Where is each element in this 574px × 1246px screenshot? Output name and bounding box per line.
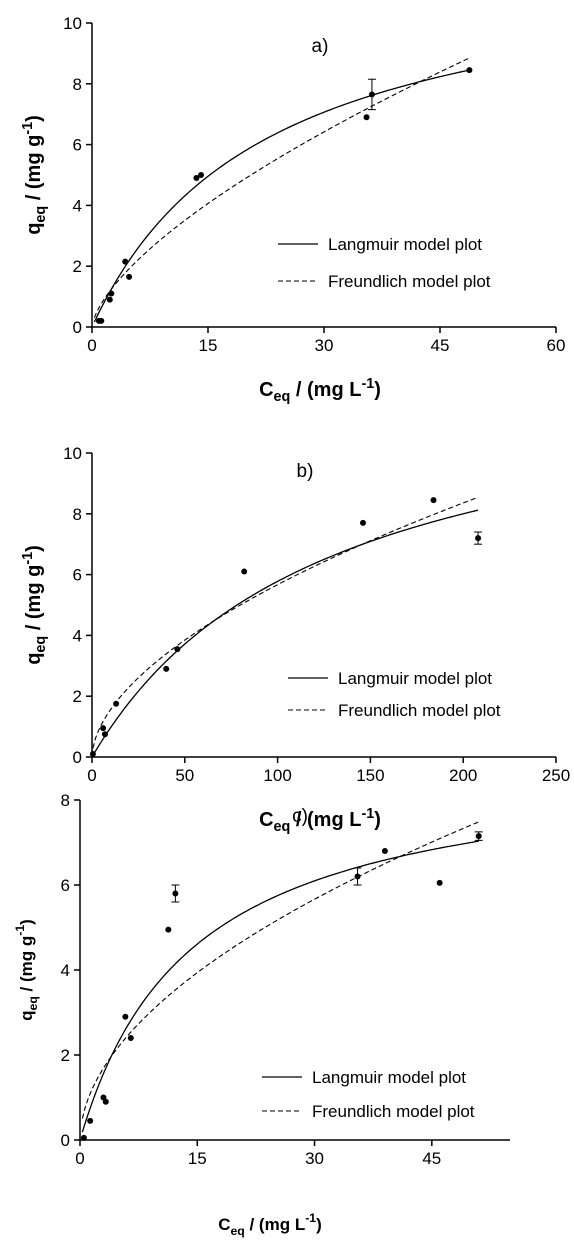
data-point [475, 833, 482, 840]
data-point [108, 290, 115, 297]
y-axis-title: qeq / (mg g-1) [13, 919, 40, 1021]
x-tick-label: 60 [547, 336, 566, 355]
panel-label: c) [292, 806, 308, 827]
langmuir-curve [92, 509, 479, 756]
x-tick-label: 45 [422, 1149, 441, 1168]
freundlich-curve [93, 56, 472, 318]
y-tick-label: 0 [73, 748, 82, 767]
data-point [363, 114, 370, 121]
y-tick-label: 2 [73, 687, 82, 706]
chart-panel-3: 0 15 30 45 0 2 4 6 8 Ceq / (mg L-1) qeq / (mg g-1)… [13, 791, 510, 1238]
x-tick-label: 30 [305, 1149, 324, 1168]
y-tick-label: 8 [73, 505, 82, 524]
data-point [98, 317, 105, 324]
y-tick-label: 4 [73, 626, 82, 645]
y-axis-title: qeq / (mg g-1) [20, 115, 49, 235]
y-tick-label: 10 [63, 444, 82, 463]
y-tick-label: 8 [73, 75, 82, 94]
freundlich-legend-label: Freundlich model plot [312, 1102, 475, 1121]
data-point [87, 1117, 94, 1124]
data-point [122, 1013, 129, 1020]
y-tick-label: 6 [73, 566, 82, 585]
y-tick-label: 6 [73, 136, 82, 155]
freundlich-curve [81, 821, 479, 1119]
data-point [475, 535, 482, 542]
y-tick-label: 0 [73, 318, 82, 337]
data-point [430, 497, 437, 504]
y-tick-label: 2 [73, 257, 82, 276]
x-axis-title: Ceq / (mg L-1) [259, 376, 381, 405]
langmuir-curve [81, 840, 479, 1133]
data-point [127, 1035, 134, 1041]
data-point [193, 175, 200, 182]
y-tick-label: 2 [61, 1046, 70, 1065]
langmuir-legend-label: Langmuir model plot [312, 1068, 466, 1087]
freundlich-curve [92, 496, 479, 749]
x-tick-label: 50 [175, 766, 194, 785]
data-point [89, 750, 96, 757]
langmuir-curve [93, 69, 472, 323]
langmuir-legend-label: Langmuir model plot [328, 235, 482, 254]
data-point [368, 91, 375, 98]
x-tick-label: 30 [315, 336, 334, 355]
panel-label: b) [297, 461, 314, 482]
x-tick-label: 15 [199, 336, 218, 355]
langmuir-legend-label: Langmuir model plot [338, 669, 492, 688]
x-tick-label: 0 [75, 1149, 84, 1168]
chart-panel-2: 0 50 100 150 200 250 0 2 4 6 8 10 Ceq / (mg L-1) qeq … [20, 444, 570, 835]
data-point [436, 879, 443, 886]
y-tick-label: 4 [73, 196, 82, 215]
x-axis-title: Ceq / (mg L-1) [259, 806, 381, 835]
freundlich-legend-label: Freundlich model plot [328, 272, 491, 291]
x-tick-label: 0 [87, 336, 96, 355]
y-axis-title: qeq / (mg g-1) [20, 545, 49, 665]
data-point [80, 1134, 87, 1141]
x-tick-label: 45 [431, 336, 450, 355]
panel-label: a) [312, 36, 329, 57]
data-point [466, 67, 473, 74]
y-tick-label: 4 [61, 961, 70, 980]
data-point [113, 700, 120, 707]
freundlich-legend-label: Freundlich model plot [338, 701, 501, 720]
data-point [165, 926, 172, 933]
x-axis-title: Ceq / (mg L-1) [218, 1211, 322, 1238]
chart-panel-1: 0 15 30 45 60 0 2 4 6 8 10 Ceq / (mg L-1) qeq / (mg … [20, 14, 565, 405]
data-point [102, 1098, 109, 1105]
data-point [381, 848, 388, 854]
x-tick-label: 15 [188, 1149, 207, 1168]
data-point [198, 172, 205, 178]
data-point [174, 646, 181, 653]
y-tick-label: 6 [61, 876, 70, 895]
data-point [354, 873, 361, 880]
data-point [101, 731, 108, 738]
x-tick-label: 250 [542, 766, 570, 785]
data-point [106, 296, 113, 303]
y-tick-label: 0 [61, 1131, 70, 1150]
y-tick-label: 10 [63, 14, 82, 33]
x-tick-label: 0 [87, 766, 96, 785]
x-tick-label: 150 [356, 766, 384, 785]
x-tick-label: 100 [263, 766, 291, 785]
data-point [100, 725, 107, 732]
x-tick-label: 200 [449, 766, 477, 785]
data-point [163, 665, 170, 672]
data-point [122, 258, 129, 265]
data-point [172, 890, 179, 897]
y-tick-label: 8 [61, 791, 70, 810]
data-point [359, 519, 366, 526]
data-point [126, 273, 133, 280]
data-point [241, 568, 248, 575]
